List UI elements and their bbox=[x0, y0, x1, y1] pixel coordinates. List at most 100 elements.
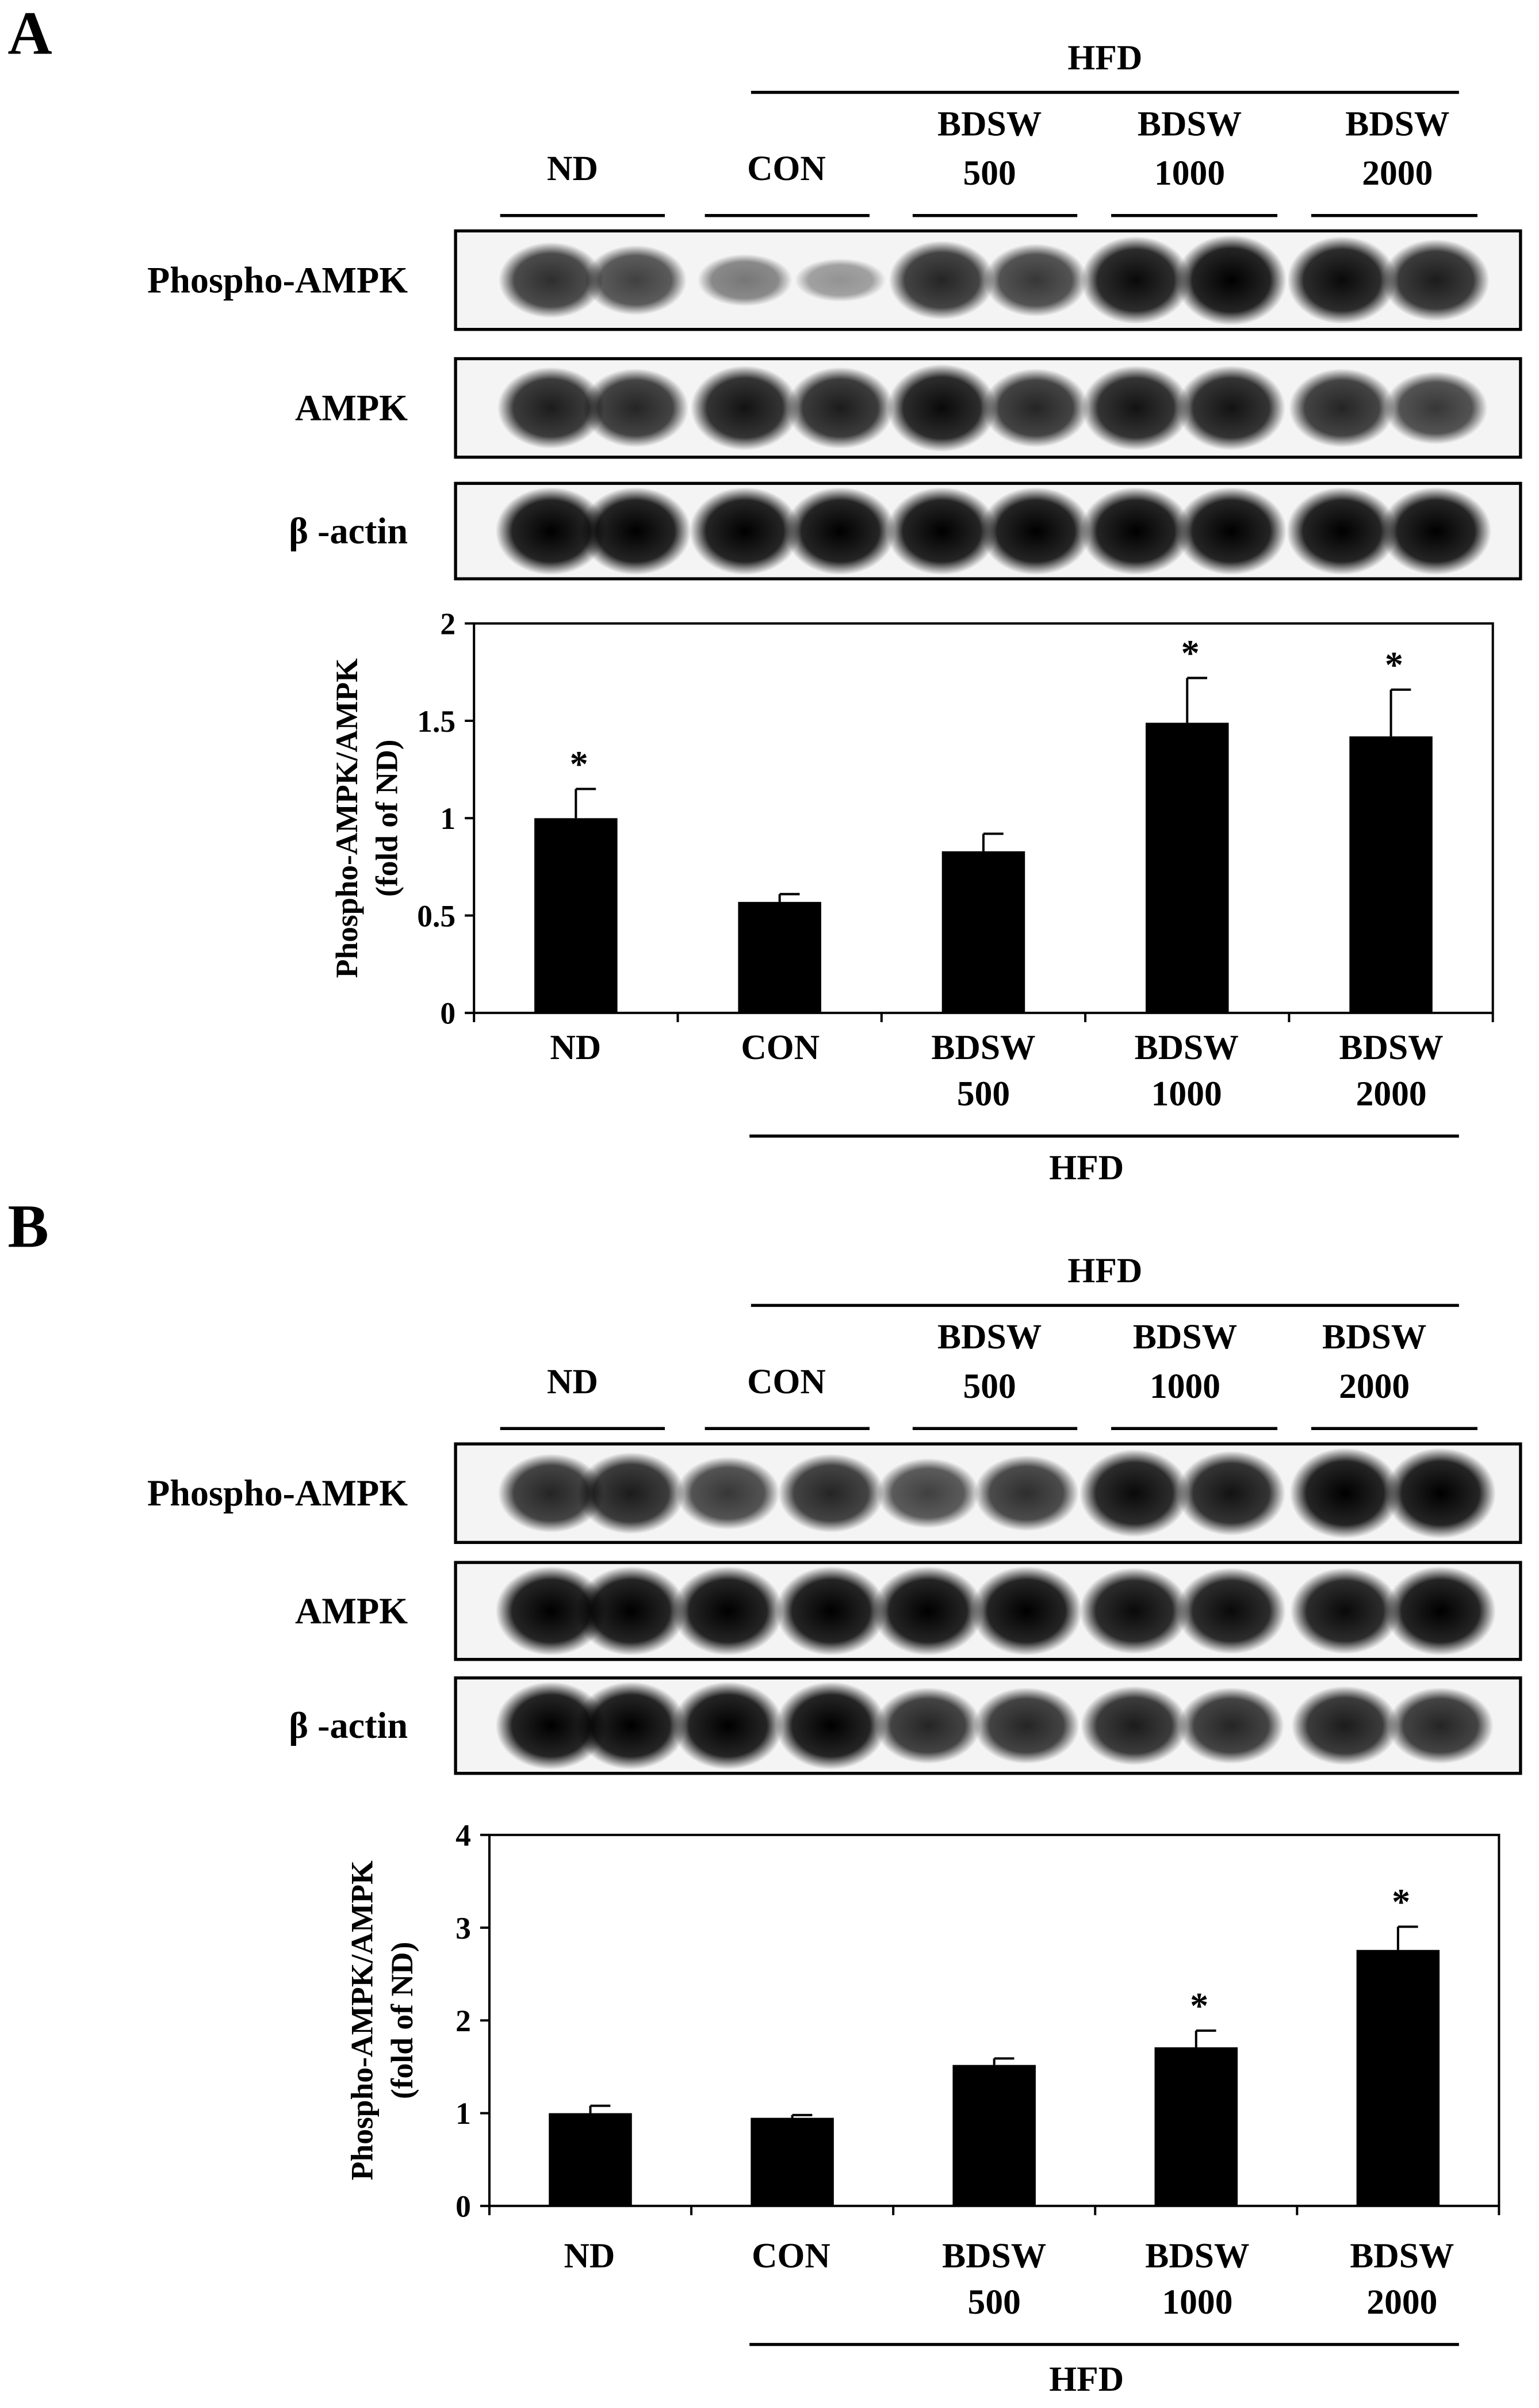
western-blot-2 bbox=[454, 1676, 1522, 1775]
blot-band bbox=[1384, 371, 1488, 445]
blot-group-label: 2000 bbox=[1362, 154, 1433, 193]
blot-band bbox=[1176, 1568, 1287, 1654]
blot-band bbox=[1387, 1687, 1494, 1764]
bar bbox=[1356, 1950, 1440, 2206]
y-tick-label: 2 bbox=[440, 607, 455, 641]
y-tick-label: 0 bbox=[440, 996, 455, 1031]
panel-letter: A bbox=[7, 0, 52, 68]
panel-A: A HFD ND CON BDSW 500 BDSW 1000 BDSW 2000 Phospho-… bbox=[7, 0, 1522, 1187]
blot-band bbox=[495, 1566, 607, 1656]
blot-label: Phospho-AMPK bbox=[147, 259, 408, 300]
panel-B: B HFD ND CON BDSW 500 BDSW 1000 BDSW 2000 Phospho-… bbox=[7, 1193, 1522, 2399]
blot-group-label: BDSW bbox=[937, 1317, 1042, 1356]
significance-marker: * bbox=[1181, 633, 1200, 674]
blot-band bbox=[889, 240, 995, 320]
bar bbox=[751, 2117, 834, 2206]
blot-band bbox=[1289, 1447, 1401, 1539]
blot-band bbox=[1081, 236, 1191, 324]
blot-group-label: BDSW bbox=[1138, 104, 1242, 143]
blot-label: β -actin bbox=[289, 1705, 408, 1746]
bar-chart: 0 1 2 3 4 Phospho-AMPK/AMPK (fold of ND) * * ND CO… bbox=[345, 1818, 1500, 2399]
blot-band bbox=[575, 1566, 687, 1656]
blot-band bbox=[786, 367, 894, 449]
blot-group-label: ND bbox=[547, 149, 598, 188]
blot-group-label: ND bbox=[547, 1362, 598, 1401]
blot-group-label: CON bbox=[747, 149, 826, 188]
blot-band bbox=[1380, 487, 1492, 575]
y-axis-title-line: (fold of ND) bbox=[369, 740, 404, 897]
category-label: BDSW bbox=[1135, 1028, 1239, 1067]
category-label: BDSW bbox=[1339, 1028, 1443, 1067]
blot-band bbox=[1176, 235, 1287, 326]
category-label: ND bbox=[550, 1028, 601, 1067]
category-label: 1000 bbox=[1162, 2283, 1232, 2322]
blot-band bbox=[973, 1687, 1079, 1764]
y-tick-label: 1 bbox=[440, 801, 455, 836]
blot-band bbox=[980, 487, 1092, 575]
western-blot-0 bbox=[454, 229, 1522, 331]
blot-band bbox=[1177, 365, 1285, 450]
blot-band bbox=[499, 242, 603, 318]
y-tick-label: 2 bbox=[455, 2004, 471, 2038]
blot-band bbox=[794, 258, 886, 302]
y-tick-label: 0 bbox=[455, 2189, 471, 2223]
blot-band bbox=[1081, 1685, 1188, 1765]
blot-band bbox=[1291, 1685, 1399, 1765]
blot-band bbox=[672, 1681, 784, 1770]
blot-band bbox=[982, 368, 1089, 448]
hfd-header-label: HFD bbox=[1067, 1251, 1142, 1290]
blot-group-label: BDSW bbox=[1322, 1317, 1426, 1356]
blot-band bbox=[1290, 1568, 1400, 1654]
bar bbox=[738, 901, 821, 1013]
y-axis-title: Phospho-AMPK/AMPK (fold of ND) bbox=[345, 1860, 420, 2180]
blot-band bbox=[697, 254, 793, 307]
blot-group-label: CON bbox=[747, 1362, 826, 1401]
category-label: BDSW bbox=[1350, 2237, 1454, 2276]
blot-group-label: BDSW bbox=[1345, 104, 1449, 143]
blot-band bbox=[1079, 1449, 1189, 1537]
blot-band bbox=[1289, 368, 1395, 448]
blot-band bbox=[584, 245, 687, 315]
western-blot-1 bbox=[454, 1561, 1522, 1661]
bar bbox=[952, 2065, 1036, 2206]
blot-group-label: BDSW bbox=[1133, 1317, 1237, 1356]
blot-group-label: 500 bbox=[963, 1367, 1016, 1406]
blot-band bbox=[497, 367, 605, 449]
blot-group-label: 2000 bbox=[1339, 1367, 1410, 1406]
blot-band bbox=[1177, 1451, 1285, 1536]
y-tick-label: 1.5 bbox=[417, 704, 455, 739]
panel-letter: B bbox=[7, 1193, 48, 1261]
blot-label: AMPK bbox=[295, 388, 408, 429]
blot-band bbox=[672, 1566, 784, 1656]
blot-band bbox=[1382, 239, 1490, 322]
y-axis-title: Phospho-AMPK/AMPK (fold of ND) bbox=[330, 658, 404, 978]
blot-band bbox=[887, 364, 997, 452]
y-tick-label: 1 bbox=[455, 2096, 471, 2131]
hfd-footer-label: HFD bbox=[1049, 1148, 1124, 1187]
blot-band bbox=[1287, 236, 1397, 324]
bar bbox=[1146, 723, 1229, 1013]
bar bbox=[1154, 2047, 1238, 2206]
blot-group-label: 500 bbox=[963, 154, 1016, 193]
category-label: 500 bbox=[957, 1074, 1010, 1113]
bar bbox=[534, 818, 618, 1013]
blot-band bbox=[1080, 487, 1192, 575]
blot-band bbox=[886, 487, 998, 575]
significance-marker: * bbox=[570, 744, 588, 785]
blot-band bbox=[872, 1566, 983, 1656]
blot-group-label: BDSW bbox=[937, 104, 1042, 143]
hfd-header-label: HFD bbox=[1067, 38, 1142, 77]
blot-band bbox=[575, 1681, 687, 1770]
bar-chart: 0 0.5 1 1.5 2 Phospho-AMPK/AMPK (fold of ND) * *… bbox=[330, 607, 1494, 1187]
significance-marker: * bbox=[1385, 644, 1403, 685]
category-label: BDSW bbox=[1145, 2237, 1249, 2276]
blot-label: β -actin bbox=[289, 511, 408, 552]
y-axis-title-line: Phospho-AMPK/AMPK bbox=[330, 658, 364, 978]
category-label: 2000 bbox=[1366, 2283, 1437, 2322]
category-label: 500 bbox=[968, 2283, 1021, 2322]
bar bbox=[941, 851, 1025, 1013]
category-label: CON bbox=[741, 1028, 820, 1067]
blot-label: Phospho-AMPK bbox=[147, 1473, 408, 1513]
